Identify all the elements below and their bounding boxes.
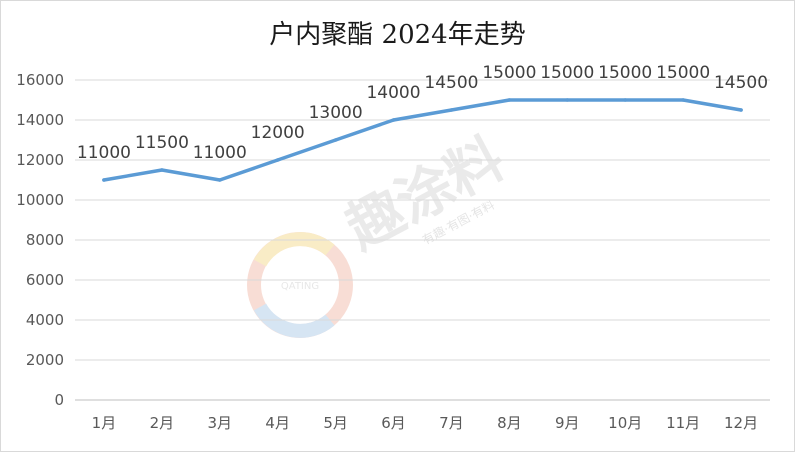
data-label: 11000 — [193, 143, 247, 163]
y-tick-label: 14000 — [16, 111, 64, 129]
x-tick-label: 10月 — [608, 414, 642, 432]
data-label: 11500 — [135, 133, 189, 153]
data-point — [333, 138, 338, 142]
x-tick-label: 12月 — [724, 414, 758, 432]
axes: 0 2000 4000 6000 8000 10000 12000 14000 16000 1月 2… — [16, 71, 758, 432]
x-tick-label: 7月 — [439, 414, 464, 432]
data-point — [507, 98, 512, 102]
data-label: 14000 — [366, 83, 420, 103]
data-point — [275, 158, 280, 162]
watermark-logo: QATING — [247, 232, 353, 338]
grid-lines — [75, 79, 770, 401]
data-label: 13000 — [309, 103, 363, 123]
x-tick-label: 9月 — [555, 414, 580, 432]
chart-title: 户内聚酯 2024年走势 — [269, 20, 526, 50]
data-point — [739, 108, 743, 112]
series-line — [102, 98, 743, 182]
x-tick-label: 8月 — [497, 414, 522, 432]
y-tick-label: 4000 — [26, 311, 64, 329]
data-label: 12000 — [251, 123, 305, 143]
data-label: 15000 — [540, 63, 594, 83]
data-label: 14500 — [714, 73, 768, 93]
x-tick-label: 11月 — [666, 414, 700, 432]
data-label: 15000 — [482, 63, 536, 83]
data-point — [391, 118, 396, 122]
data-point — [160, 168, 164, 172]
y-tick-label: 0 — [54, 391, 64, 409]
data-label: 14500 — [424, 73, 478, 93]
data-point — [681, 98, 685, 102]
x-tick-label: 2月 — [150, 414, 175, 432]
y-tick-label: 12000 — [16, 151, 64, 169]
x-tick-label: 5月 — [323, 414, 348, 432]
y-tick-label: 10000 — [16, 191, 64, 209]
data-label: 11000 — [77, 143, 131, 163]
x-tick-label: 6月 — [381, 414, 406, 432]
data-point — [449, 108, 454, 112]
data-point — [217, 178, 222, 182]
watermark: QATING 趣涂料 有趣·有图·有料 — [247, 126, 515, 338]
data-label: 15000 — [656, 63, 710, 83]
x-tick-label: 1月 — [92, 414, 117, 432]
y-tick-label: 6000 — [26, 271, 64, 289]
data-point — [565, 98, 570, 102]
y-tick-label: 16000 — [16, 71, 64, 89]
data-point — [102, 178, 106, 182]
x-tick-label: 3月 — [208, 414, 233, 432]
data-point — [623, 98, 628, 102]
series-layer — [102, 98, 743, 182]
y-tick-label: 8000 — [26, 231, 64, 249]
data-label: 15000 — [598, 63, 652, 83]
watermark-logo-text: QATING — [281, 281, 319, 292]
y-tick-label: 2000 — [26, 351, 64, 369]
x-tick-label: 4月 — [265, 414, 290, 432]
